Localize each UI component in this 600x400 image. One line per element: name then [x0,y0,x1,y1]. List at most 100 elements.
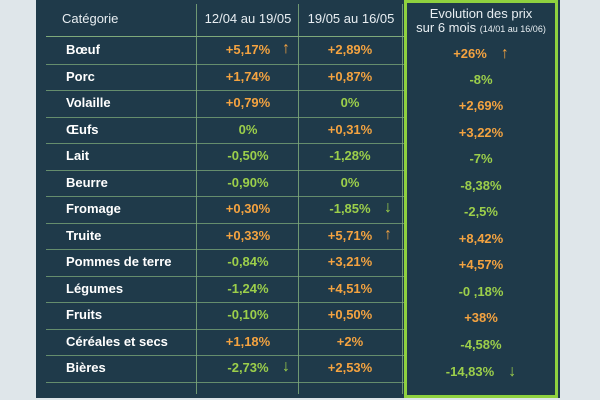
row-divider [46,222,406,224]
evolution-value: -0 ,18% [407,284,555,299]
arrow-down-icon: ↓ [384,199,392,216]
row-value-p2: +2,89% [327,42,373,57]
evolution-value-text: -8% [469,71,493,87]
row-value-p2: +4,51% [327,280,373,296]
evolution-value: +2,69% [407,98,555,113]
row-category-label: Œufs [66,121,99,137]
row-category-label: Beurre [66,174,108,190]
header-period-2: 19/05 au 16/05 [307,11,395,26]
table-row: Bœuf +5,17% ↑ +2,89% [36,38,560,65]
table-row: Fruits -0,10% +0,50% [36,303,560,330]
evolution-header: Evolution des prix sur 6 mois (14/01 au … [407,7,555,36]
evolution-value: -14,83% ↓ [407,363,555,381]
table-row: Fromage +0,30% -1,85% ↓ [36,197,560,224]
row-value-p2: +0,50% [327,307,373,322]
evolution-value: +38% [407,310,555,325]
evolution-header-line1: Evolution des prix [429,6,533,21]
table-grid: Catégorie 12/04 au 19/05 19/05 au 16/05 … [36,0,560,398]
row-value-p2: -1,28% [329,148,371,163]
row-value-p2: +0,87% [327,68,373,84]
evolution-value: -2,5% [407,204,555,219]
evolution-header-line2-text: sur 6 mois [416,20,477,35]
row-value-p2: +2% [336,333,364,349]
table-row: Beurre -0,90% 0% [36,171,560,197]
row-value-p2: +3,21% [327,254,373,269]
table-row: Volaille +0,79% 0% [36,91,560,118]
evolution-column-highlight: Evolution des prix sur 6 mois (14/01 au … [404,0,558,398]
row-value-p1: -0,84% [227,254,269,269]
row-category-label: Fromage [66,201,121,216]
row-divider [46,302,406,303]
row-category-label: Bœuf [66,42,100,57]
row-divider [46,328,406,330]
row-value-p2: +5,71% [327,227,373,243]
row-divider [46,63,406,65]
row-divider [46,116,406,118]
evolution-value: +8,42% [407,231,555,246]
row-value-p1: -0,50% [227,148,269,163]
row-category-label: Porc [66,68,95,84]
evolution-value: +3,22% [407,125,555,140]
row-value-p1: +0,79% [225,95,271,110]
evolution-header-dates: (14/01 au 16/06) [479,24,546,34]
row-value-p1: +5,17% [225,42,271,57]
evolution-value-text: -7% [469,151,493,166]
row-divider [46,381,406,383]
row-category-label: Fruits [66,307,103,322]
evolution-value-text: -4,58% [460,336,502,352]
arrow-down-icon: ↓ [282,358,290,375]
header-categorie: Catégorie [62,11,119,26]
row-value-p1: -2,73% [227,360,269,375]
row-category-label: Céréales et secs [66,333,168,349]
table-row: Bières -2,73% ↓ +2,53% [36,356,560,383]
table-header: Catégorie 12/04 au 19/05 19/05 au 16/05 [36,0,560,40]
row-value-p1: +1,18% [225,333,271,349]
row-value-p1: -0,10% [227,307,269,322]
evolution-value-text: -8,38% [460,177,502,193]
table-row: Pommes de terre -0,84% +3,21% [36,250,560,277]
table-row: Légumes -1,24% +4,51% [36,277,560,303]
arrow-up-icon: ↑ [500,45,509,62]
row-category-label: Truite [66,227,102,243]
row-value-p1: +0,33% [225,227,271,243]
table-row: Œufs 0% +0,31% [36,118,560,144]
row-value-p1: -0,90% [227,174,269,190]
arrow-up-icon: ↑ [282,40,290,57]
evolution-value-text: +4,57% [458,257,504,272]
arrow-up-icon: ↑ [384,225,392,243]
row-divider [46,275,406,277]
column-divider [196,4,197,394]
table-row: Céréales et secs +1,18% +2% [36,330,560,356]
evolution-value-text: +26% [453,46,487,61]
row-value-p1: 0% [238,121,258,137]
row-value-p2: 0% [340,95,360,110]
evolution-value: -4,58% [407,337,555,352]
arrow-down-icon: ↓ [508,363,517,380]
row-category-label: Bières [66,360,106,375]
table-row: Truite +0,33% +5,71% ↑ [36,224,560,250]
row-value-p1: +0,30% [225,201,271,216]
column-divider [402,4,403,394]
evolution-header-line2: sur 6 mois (14/01 au 16/06) [407,21,555,36]
row-category-label: Légumes [66,280,124,296]
row-value-p2: +2,53% [327,360,373,375]
evolution-value: +4,57% [407,257,555,272]
evolution-value-text: +38% [464,310,498,325]
evolution-value: -8,38% [407,178,555,193]
evolution-value: +26% ↑ [407,45,555,63]
row-category-label: Lait [66,148,90,163]
row-divider [46,143,406,144]
table-row: Porc +1,74% +0,87% [36,65,560,91]
row-category-label: Volaille [66,95,111,110]
evolution-value-text: -14,83% [445,364,495,379]
evolution-value-text: +2,69% [458,98,504,113]
row-value-p1: +1,74% [225,68,271,84]
row-value-p1: -1,24% [227,280,269,296]
row-divider [46,196,406,197]
row-divider [46,169,406,171]
evolution-value-text: +3,22% [458,124,504,140]
evolution-value-text: -2,5% [464,204,498,219]
evolution-value: -8% [407,72,555,87]
row-value-p2: 0% [340,174,360,190]
row-value-p2: -1,85% [329,201,371,216]
